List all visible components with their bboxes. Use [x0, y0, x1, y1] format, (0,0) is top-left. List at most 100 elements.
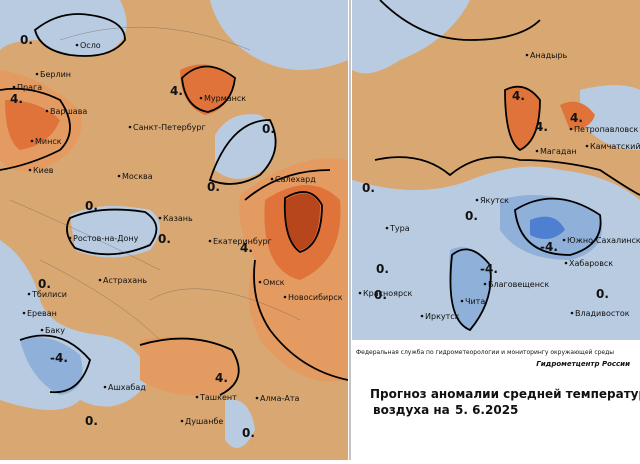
contour-label: 0. — [158, 232, 171, 246]
city-dot — [564, 261, 568, 265]
contour-label: 0. — [207, 180, 220, 194]
footer-box — [351, 340, 640, 460]
city-label: Чита — [465, 297, 485, 306]
contour-label: 4. — [240, 241, 253, 255]
contour-label: 0. — [596, 287, 609, 301]
city-label: Ереван — [27, 309, 57, 318]
city-dot — [180, 419, 184, 423]
city-dot — [208, 239, 212, 243]
city-label: Екатеринбург — [213, 237, 272, 246]
city-label: Прага — [17, 83, 42, 92]
city-label: Варшава — [50, 107, 87, 116]
city-dot — [525, 53, 529, 57]
center: Гидрометцентр России — [536, 360, 630, 368]
contour-label: 0. — [465, 209, 478, 223]
city-label: Мурманск — [204, 94, 246, 103]
city-label: Салехард — [275, 175, 316, 184]
contour-label: 4. — [170, 84, 183, 98]
contour-label: 0. — [242, 426, 255, 440]
city-label: Алма-Ата — [260, 394, 300, 403]
city-dot — [28, 168, 32, 172]
city-label: Благовещенск — [488, 280, 549, 289]
city-dot — [358, 291, 362, 295]
right-panel — [352, 0, 640, 340]
contour-label: -4. — [540, 240, 558, 254]
contour-label: 4. — [570, 111, 583, 125]
city-dot — [30, 139, 34, 143]
city-label: Анадырь — [530, 51, 568, 60]
city-label: Тбилиси — [31, 290, 67, 299]
city-dot — [569, 127, 573, 131]
city-dot — [128, 125, 132, 129]
contour-label: 4. — [10, 92, 23, 106]
contour-label: 0. — [262, 122, 275, 136]
city-label: Омск — [263, 278, 285, 287]
city-dot — [45, 109, 49, 113]
left-panel — [0, 0, 348, 460]
city-label: Осло — [80, 41, 101, 50]
contour-label: -4. — [480, 262, 498, 276]
contour-label: -4. — [50, 351, 68, 365]
city-dot — [75, 43, 79, 47]
city-dot — [585, 144, 589, 148]
city-dot — [103, 385, 107, 389]
city-label: Санкт-Петербург — [133, 123, 206, 132]
city-label: Петропавловск — [574, 125, 639, 134]
city-dot — [158, 216, 162, 220]
city-label: Берлин — [40, 70, 71, 79]
city-dot — [283, 295, 287, 299]
contour-label: 0. — [38, 277, 51, 291]
city-label: Хабаровск — [569, 259, 613, 268]
city-dot — [40, 328, 44, 332]
contour-label: 0. — [376, 262, 389, 276]
city-label: Новосибирск — [288, 293, 343, 302]
city-dot — [12, 85, 16, 89]
city-dot — [68, 236, 72, 240]
contour-label: 0. — [20, 33, 33, 47]
city-dot — [258, 280, 262, 284]
city-dot — [570, 311, 574, 315]
city-dot — [199, 96, 203, 100]
city-dot — [255, 396, 259, 400]
city-label: Иркутск — [425, 312, 460, 321]
city-label: Казань — [163, 214, 193, 223]
city-dot — [195, 395, 199, 399]
city-label: Магадан — [540, 147, 577, 156]
city-dot — [483, 282, 487, 286]
contour-label: 4. — [215, 371, 228, 385]
contour-label: 0. — [85, 199, 98, 213]
city-label: Киев — [33, 166, 54, 175]
city-dot — [35, 72, 39, 76]
city-dot — [117, 174, 121, 178]
city-dot — [535, 149, 539, 153]
city-dot — [475, 198, 479, 202]
contour-label: 0. — [85, 414, 98, 428]
title: Прогноз аномалии средней температуры — [370, 387, 640, 401]
city-dot — [270, 177, 274, 181]
city-dot — [460, 299, 464, 303]
city-dot — [27, 292, 31, 296]
city-dot — [420, 314, 424, 318]
contour-label: 4. — [512, 89, 525, 103]
city-label: Южно-Сахалинск — [567, 236, 640, 245]
city-label: Тура — [389, 224, 410, 233]
city-label: Астрахань — [103, 276, 147, 285]
city-label: Красноярск — [363, 289, 412, 298]
city-label: Минск — [35, 137, 62, 146]
city-label: Баку — [45, 326, 65, 335]
city-label: Камчатский — [590, 142, 640, 151]
city-label: Якутск — [480, 196, 509, 205]
city-dot — [562, 238, 566, 242]
city-dot — [385, 226, 389, 230]
contour-label: 4. — [535, 120, 548, 134]
city-label: Ашхабад — [108, 383, 146, 392]
contour-label: 0. — [362, 181, 375, 195]
city-label: Москва — [122, 172, 153, 181]
subtitle: воздуха на — [373, 403, 450, 417]
city-label: Владивосток — [575, 309, 630, 318]
city-label: Душанбе — [185, 417, 223, 426]
agency: Федеральная служба по гидрометеорологии … — [356, 349, 614, 356]
contour-label: 0. — [374, 288, 387, 302]
city-label: Ростов-на-Дону — [73, 234, 139, 243]
